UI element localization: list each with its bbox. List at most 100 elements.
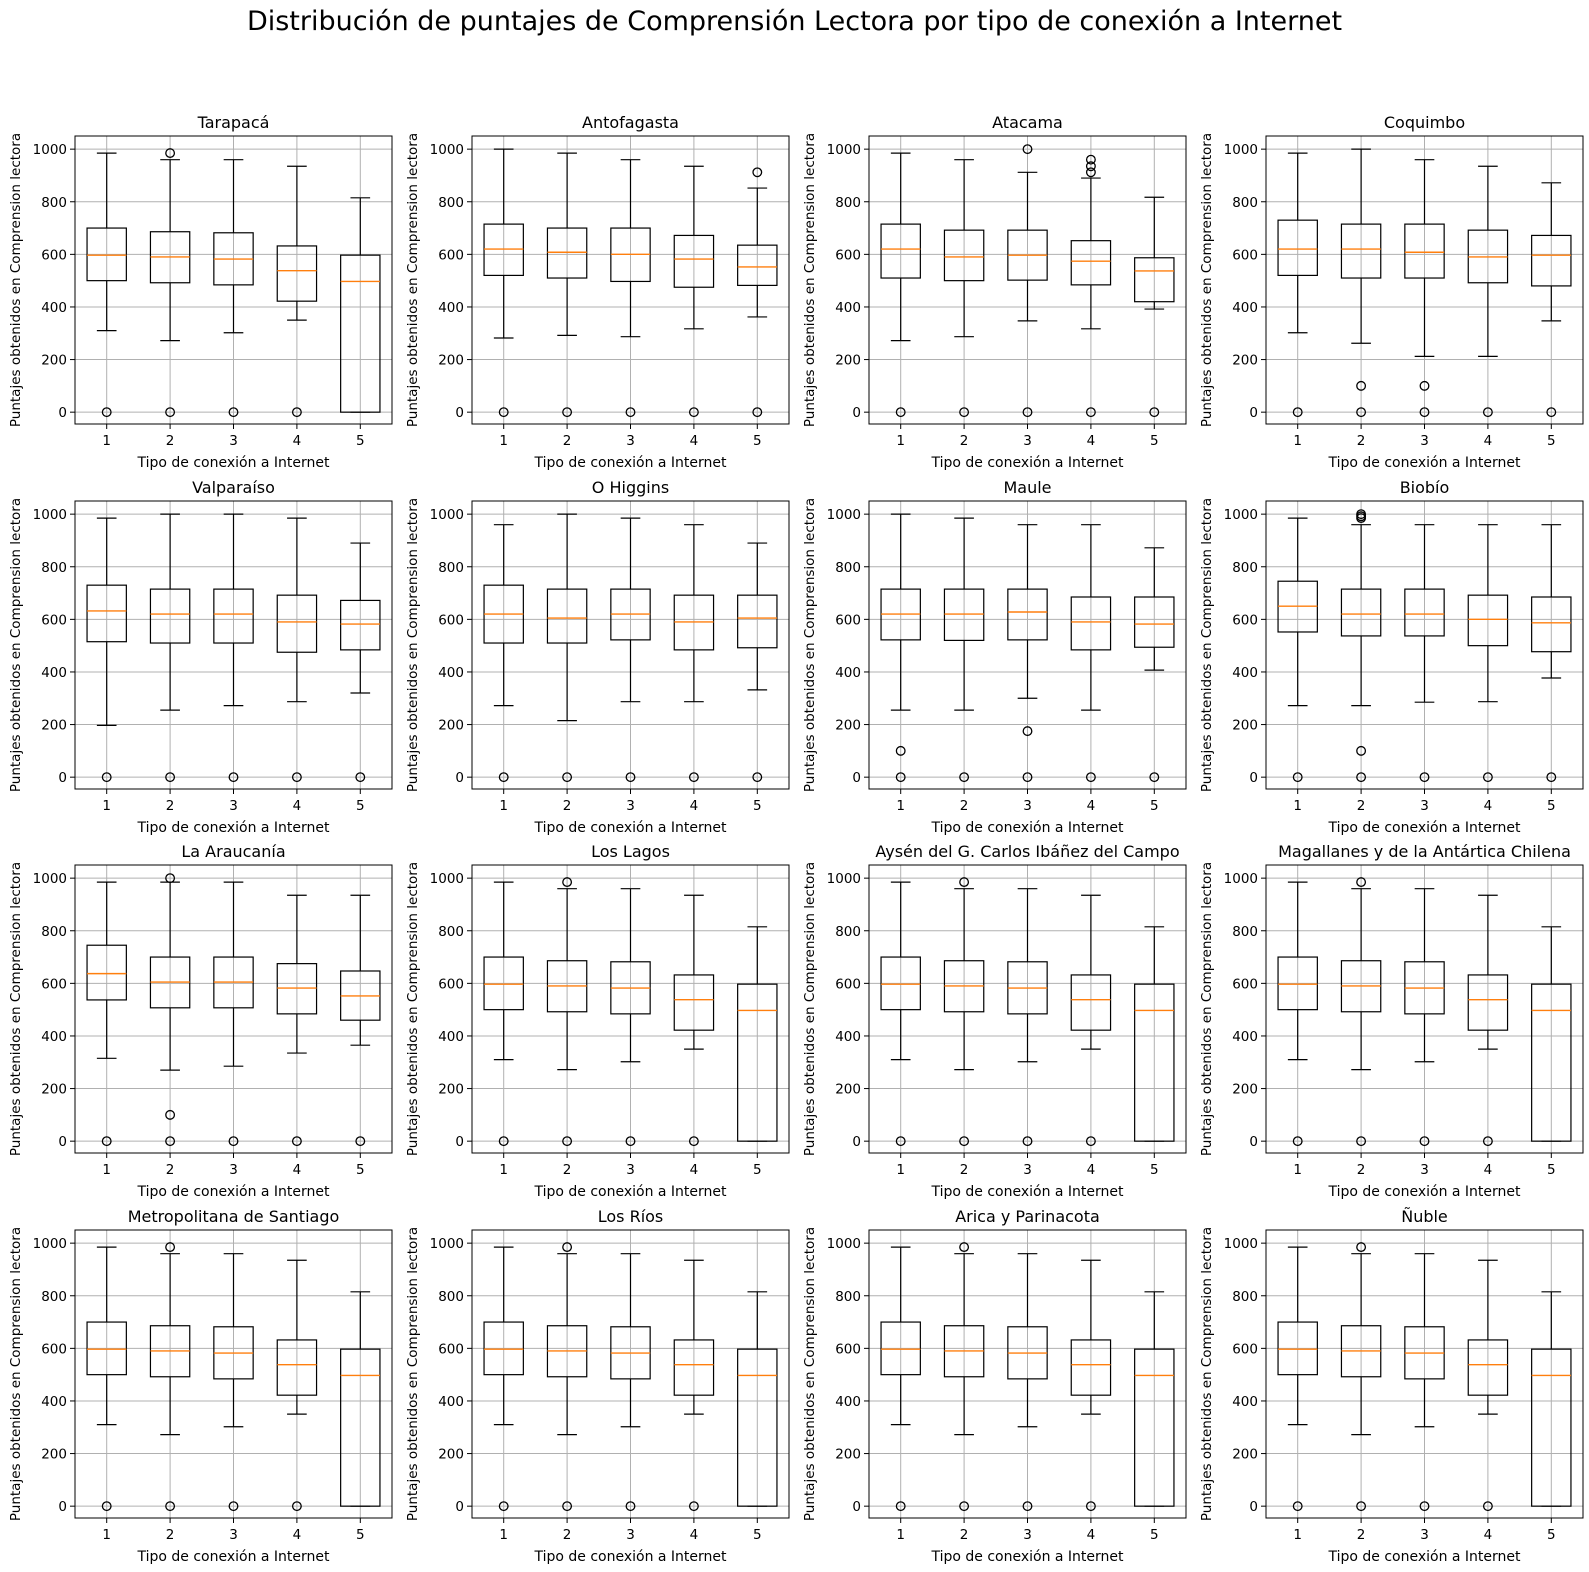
box-4 (1467, 524, 1509, 783)
y-tick-label: 400 (41, 300, 67, 316)
x-tick-label: 4 (293, 433, 302, 449)
y-tick-label: 200 (1232, 1447, 1258, 1463)
y-tick-label: 1000 (1224, 871, 1258, 887)
iqr-box (86, 584, 127, 643)
panel-10: 0 200 400 600 800 1000 1 2 3 4 5 Aysén del G. Carlo… (802, 842, 1187, 1200)
outlier-point (1419, 407, 1430, 418)
x-axis-label: Tipo de conexión a Internet (1327, 820, 1521, 836)
box-4 (1070, 894, 1112, 1147)
outlier-point (688, 1136, 699, 1147)
iqr-box (1070, 240, 1112, 286)
outlier-point (1022, 772, 1033, 783)
x-tick-label: 5 (1150, 798, 1159, 814)
outlier-point (165, 1109, 176, 1120)
outlier-point (1482, 772, 1493, 783)
x-tick-label: 5 (356, 798, 365, 814)
y-tick-label: 800 (1232, 1289, 1258, 1305)
x-axis-label: Tipo de conexión a Internet (136, 455, 330, 471)
y-tick-label: 800 (835, 924, 861, 940)
y-axis-label: Puntajes obtenidos en Comprension lector… (802, 862, 818, 1156)
iqr-box (673, 1339, 715, 1396)
x-tick-label: 3 (1420, 433, 1429, 449)
box-2 (1340, 148, 1382, 418)
x-tick-label: 3 (1420, 1527, 1429, 1543)
y-tick-label: 200 (41, 1447, 67, 1463)
box-4 (276, 1259, 318, 1512)
panel-title: O Higgins (592, 478, 669, 497)
outlier-point (688, 772, 699, 783)
x-tick-label: 1 (1293, 798, 1302, 814)
y-tick-label: 200 (835, 1447, 861, 1463)
outlier-point (959, 772, 970, 783)
y-tick-label: 400 (835, 1394, 861, 1410)
x-tick-label: 1 (102, 433, 111, 449)
x-tick-label: 1 (896, 1527, 905, 1543)
outlier-point (1022, 726, 1033, 737)
x-tick-label: 5 (1150, 433, 1159, 449)
outlier-point (228, 772, 239, 783)
figure-title: Distribución de puntajes de Comprensión … (246, 6, 1343, 37)
iqr-box (149, 588, 191, 644)
iqr-box (737, 244, 778, 286)
y-tick-label: 1000 (33, 1236, 67, 1252)
y-tick-label: 800 (835, 560, 861, 576)
outlier-point (959, 407, 970, 418)
outlier-point (1419, 772, 1430, 783)
outlier-point (895, 745, 906, 756)
iqr-box (880, 956, 921, 1011)
box-4 (673, 894, 715, 1147)
iqr-box (1404, 588, 1445, 637)
outlier-point (1149, 407, 1160, 418)
outlier-point (228, 1501, 239, 1512)
box-2 (546, 152, 588, 418)
y-axis-label: Puntajes obtenidos en Comprension lector… (1199, 862, 1215, 1156)
outlier-point (1482, 407, 1493, 418)
panel-title: Tarapacá (197, 113, 270, 132)
box-5 (737, 1291, 778, 1507)
y-axis-label: Puntajes obtenidos en Comprension lector… (802, 1227, 818, 1521)
iqr-box (1531, 234, 1572, 287)
panel-title: Coquimbo (1384, 113, 1465, 132)
outlier-point (355, 1136, 366, 1147)
x-tick-label: 1 (896, 1162, 905, 1178)
x-tick-label: 2 (563, 433, 572, 449)
box-2 (546, 877, 588, 1147)
y-tick-label: 400 (41, 1394, 67, 1410)
box-5 (340, 542, 381, 783)
iqr-box (1007, 588, 1048, 641)
box-1 (483, 524, 524, 783)
y-tick-label: 400 (41, 665, 67, 681)
y-tick-label: 0 (455, 770, 464, 786)
box-5 (737, 167, 778, 418)
box-3 (1007, 1253, 1048, 1512)
box-2 (149, 148, 191, 418)
panel-title: Los Lagos (591, 842, 670, 861)
box-4 (1467, 165, 1509, 418)
y-tick-label: 0 (58, 1499, 67, 1515)
box-2 (1340, 509, 1382, 783)
panel-title: La Araucanía (181, 842, 285, 861)
x-tick-label: 3 (1420, 798, 1429, 814)
y-tick-label: 0 (58, 405, 67, 421)
box-2 (943, 159, 985, 418)
outlier-point (165, 148, 176, 159)
iqr-box (1134, 596, 1175, 648)
box-4 (276, 165, 318, 418)
y-axis-label: Puntajes obtenidos en Comprension lector… (405, 498, 421, 792)
box-1 (1277, 881, 1318, 1147)
iqr-box (276, 1339, 318, 1396)
y-tick-label: 400 (438, 300, 464, 316)
y-tick-label: 1000 (1224, 142, 1258, 158)
iqr-box (943, 229, 985, 282)
y-tick-label: 1000 (1224, 507, 1258, 523)
outlier-point (101, 407, 112, 418)
x-tick-label: 1 (896, 433, 905, 449)
x-tick-label: 3 (1023, 1162, 1032, 1178)
box-2 (546, 1242, 588, 1512)
y-tick-label: 600 (41, 976, 67, 992)
outlier-point (1022, 407, 1033, 418)
y-tick-label: 1000 (1224, 1236, 1258, 1252)
y-axis-label: Puntajes obtenidos en Comprension lector… (802, 133, 818, 427)
y-tick-label: 1000 (430, 142, 464, 158)
box-1 (483, 881, 524, 1147)
